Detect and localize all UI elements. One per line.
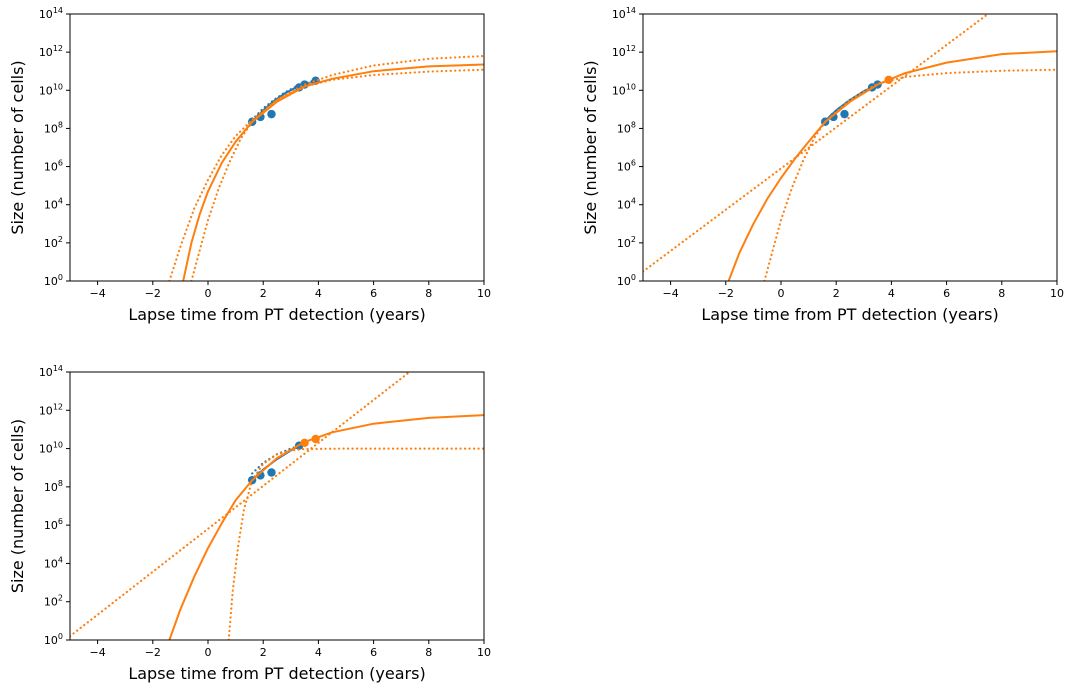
plot-area: [168, 54, 484, 281]
y-tick-label: 104: [617, 197, 636, 212]
x-tick-label: 10: [477, 646, 491, 659]
y-tick-label: 106: [44, 159, 63, 174]
axes-frame: [642, 13, 1058, 282]
y-tick-label: 108: [44, 120, 63, 135]
y-tick-label: 108: [44, 479, 63, 494]
x-tick-label: 8: [998, 287, 1005, 300]
projection-dotted-line: [190, 68, 484, 281]
observed-data-point: [267, 109, 276, 119]
observed-data-point: [840, 109, 849, 119]
x-tick-label: −4: [89, 287, 105, 300]
x-axis-label: Lapse time from PT detection (years): [701, 305, 998, 324]
y-tick-label: 1012: [39, 44, 63, 59]
projection-dotted-line: [763, 68, 1057, 281]
axes-frame: [69, 371, 485, 641]
y-tick-label: 1010: [612, 82, 636, 97]
axes-frame: [69, 13, 485, 282]
x-tick-label: 2: [260, 646, 267, 659]
y-axis-label: Size (number of cells): [8, 60, 27, 234]
y-tick-label: 108: [617, 120, 636, 135]
x-tick-label: 10: [1050, 287, 1064, 300]
x-tick-label: −2: [145, 646, 161, 659]
x-tick-label: 8: [425, 287, 432, 300]
y-tick-label: 100: [44, 273, 63, 288]
chart-panel-3: −4 −2 0 2 4 6 8 10 100 102 104 106 108 1010 1012 1014 La…: [8, 364, 491, 683]
x-tick-label: 2: [833, 287, 840, 300]
x-tick-label: 4: [315, 646, 322, 659]
projection-dotted-line: [168, 54, 484, 281]
projection-dotted-line: [70, 372, 411, 638]
x-tick-label: −4: [89, 646, 105, 659]
y-axis-label: Size (number of cells): [8, 419, 27, 593]
plot-area: [643, 14, 1057, 281]
y-tick-label: 1014: [612, 6, 636, 21]
y-tick-label: 1010: [39, 82, 63, 97]
y-tick-label: 100: [44, 632, 63, 647]
y-tick-label: 102: [617, 235, 636, 250]
y-tick-label: 1014: [39, 6, 63, 21]
y-tick-label: 106: [44, 517, 63, 532]
x-tick-label: −2: [718, 287, 734, 300]
x-tick-label: 0: [205, 646, 212, 659]
y-tick-label: 104: [44, 197, 63, 212]
x-tick-label: 10: [477, 287, 491, 300]
x-tick-label: 0: [778, 287, 785, 300]
y-tick-label: 104: [44, 555, 63, 570]
x-tick-label: 6: [370, 646, 377, 659]
fit-dotted-line: [251, 78, 317, 121]
x-tick-label: −2: [145, 287, 161, 300]
x-tick-label: 4: [315, 287, 322, 300]
projection-dotted-line: [643, 14, 990, 273]
chart-panel-2: −4 −2 0 2 4 6 8 10 100 102 104 106 108 1010 1012 1014 La…: [581, 6, 1064, 324]
y-tick-label: 1010: [39, 441, 63, 456]
y-tick-label: 1012: [39, 402, 63, 417]
x-axis-label: Lapse time from PT detection (years): [128, 664, 425, 683]
x-tick-label: 8: [425, 646, 432, 659]
x-tick-label: −4: [662, 287, 678, 300]
x-tick-label: 6: [370, 287, 377, 300]
y-tick-label: 1014: [39, 364, 63, 379]
projection-dotted-line: [227, 447, 484, 640]
y-tick-label: 106: [617, 159, 636, 174]
x-tick-label: 4: [888, 287, 895, 300]
x-axis-label: Lapse time from PT detection (years): [128, 305, 425, 324]
y-tick-label: 102: [44, 594, 63, 609]
projection-solid-line: [182, 63, 484, 281]
chart-panel-1: −4 −2 0 2 4 6 8 10 100 102 104 106 108 1010 1012 1014 La…: [8, 6, 491, 324]
observed-data-point: [267, 468, 276, 477]
y-axis-label: Size (number of cells): [581, 60, 600, 234]
y-tick-label: 102: [44, 235, 63, 250]
y-tick-label: 100: [617, 273, 636, 288]
projection-solid-line: [727, 50, 1057, 281]
x-tick-label: 6: [943, 287, 950, 300]
x-tick-label: 0: [205, 287, 212, 300]
plot-area: [70, 372, 484, 640]
y-tick-label: 1012: [612, 44, 636, 59]
x-tick-label: 2: [260, 287, 267, 300]
